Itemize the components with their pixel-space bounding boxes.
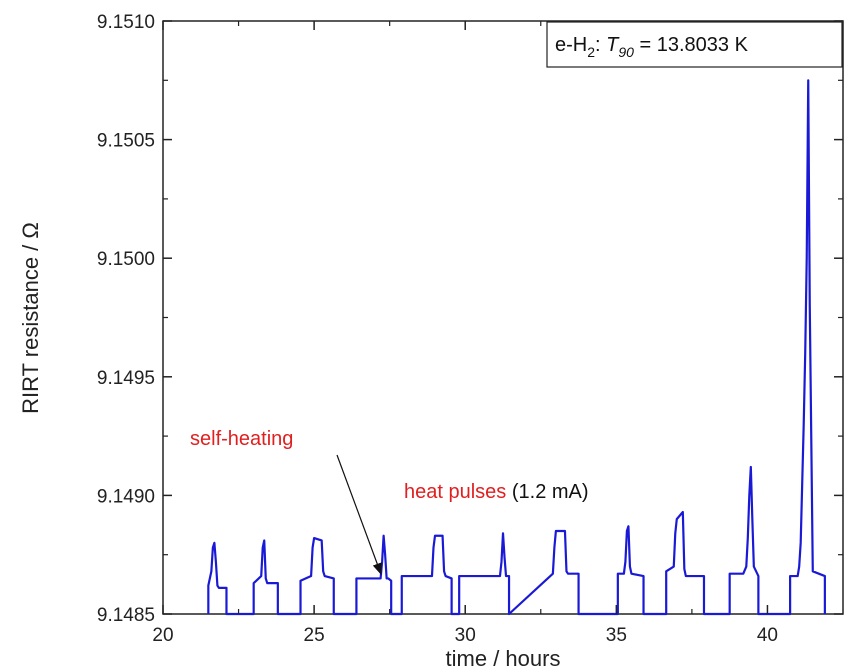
x-tick-label: 25 bbox=[304, 625, 325, 646]
x-axis-title: time / hours bbox=[446, 646, 561, 671]
y-tick-label: 9.1495 bbox=[97, 368, 155, 389]
series-line bbox=[207, 79, 826, 616]
y-tick-label: 9.1500 bbox=[97, 249, 155, 270]
legend-sep: : bbox=[595, 34, 606, 56]
annotation-current: (1.2 mA) bbox=[506, 481, 588, 503]
x-tick-label: 30 bbox=[455, 625, 476, 646]
legend-text: e-H2: T90 = 13.8033 K bbox=[555, 34, 749, 60]
x-tick-label: 20 bbox=[152, 625, 173, 646]
legend-symbol: T bbox=[606, 34, 620, 56]
y-axis-title: RIRT resistance / Ω bbox=[18, 222, 43, 414]
legend-prefix: e-H bbox=[555, 34, 587, 56]
y-tick-label: 9.1485 bbox=[97, 605, 155, 626]
legend-symbol-sub: 90 bbox=[618, 44, 634, 60]
tick-labels: 20 25 30 35 40 9.1485 9.1490 9.1495 9.1500 9.1505… bbox=[97, 12, 778, 646]
y-tick-label: 9.1510 bbox=[97, 12, 155, 33]
annotation-self-heating: self-heating bbox=[190, 428, 293, 450]
x-tick-label: 35 bbox=[606, 625, 627, 646]
y-tick-label: 9.1490 bbox=[97, 486, 155, 507]
legend-subscript: 2 bbox=[587, 44, 595, 60]
legend-box bbox=[546, 21, 843, 68]
annotation-arrow bbox=[336, 454, 382, 576]
legend-value: = 13.8033 K bbox=[634, 34, 749, 56]
plot-frame bbox=[162, 20, 844, 615]
annotation-heat-pulses-label: heat pulses bbox=[404, 481, 506, 503]
y-tick-label: 9.1505 bbox=[97, 131, 155, 152]
annotation-heat-pulses: heat pulses (1.2 mA) bbox=[404, 481, 589, 503]
tick-marks bbox=[162, 20, 843, 615]
x-tick-label: 40 bbox=[757, 625, 778, 646]
